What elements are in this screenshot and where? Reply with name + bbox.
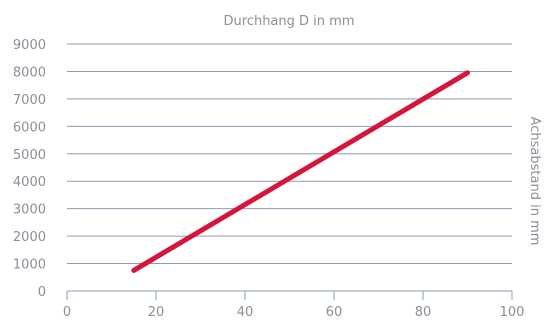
- y-axis-title: Achsabstand in mm: [527, 117, 542, 246]
- y-tick-label: 9000: [13, 38, 46, 53]
- x-tick-label: 100: [500, 305, 525, 320]
- y-tick-label: 6000: [13, 120, 46, 135]
- y-tick-label: 3000: [13, 203, 46, 218]
- y-tick-label: 2000: [13, 230, 46, 245]
- y-tick-label: 8000: [13, 65, 46, 80]
- x-axis-title: Durchhang D in mm: [224, 14, 355, 29]
- x-tick-labels: 0 20 40 60 80 100: [63, 305, 525, 320]
- x-tick-label: 60: [326, 305, 343, 320]
- y-tick-label: 0: [38, 285, 46, 300]
- series-layer: [131, 70, 470, 273]
- y-tick-labels: 0 1000 2000 3000 4000 5000 6000 7000 8000 9000: [13, 38, 46, 300]
- x-tick-label: 20: [148, 305, 165, 320]
- y-tick-label: 4000: [13, 175, 46, 190]
- series-line: [131, 70, 470, 273]
- y-tick-label: 5000: [13, 148, 46, 163]
- y-tick-label: 1000: [13, 258, 46, 273]
- x-tick-label: 0: [63, 305, 71, 320]
- x-tick-label: 40: [237, 305, 254, 320]
- x-tick-label: 80: [415, 305, 432, 320]
- y-tick-label: 7000: [13, 93, 46, 108]
- grid-layer: [66, 43, 513, 300]
